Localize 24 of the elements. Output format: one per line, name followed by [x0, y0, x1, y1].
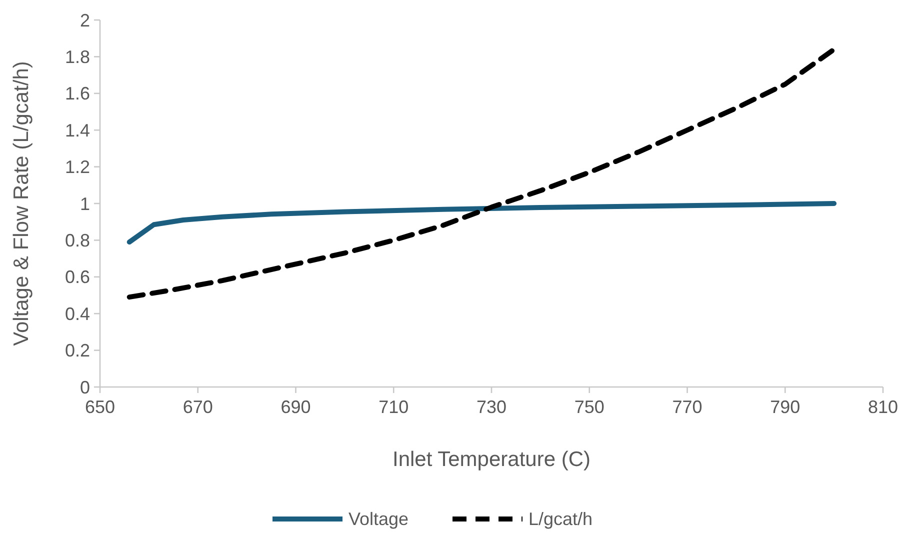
legend-label: L/gcat/h — [528, 509, 593, 529]
y-axis-title: Voltage & Flow Rate (L/gcat/h) — [10, 61, 33, 346]
y-tick-label: 0.6 — [64, 267, 90, 288]
y-tick-label: 1.4 — [64, 120, 90, 140]
x-tick-label: 770 — [672, 397, 702, 417]
y-tick-label: 0.2 — [64, 340, 90, 361]
x-tick-label: 710 — [378, 397, 409, 417]
y-tick-label: 0.8 — [64, 230, 90, 250]
x-tick-label: 690 — [280, 397, 311, 417]
y-tick-label: 1.8 — [64, 47, 90, 67]
y-tick-label: 1 — [80, 194, 90, 214]
legend-label: Voltage — [348, 509, 409, 529]
y-tick-label: 1.2 — [64, 157, 90, 178]
y-tick-label: 1.6 — [64, 84, 90, 104]
x-tick-label: 790 — [770, 397, 800, 417]
y-tick-label: 2 — [80, 10, 90, 30]
x-tick-label: 730 — [476, 397, 507, 417]
y-tick-label: 0 — [80, 377, 90, 398]
x-tick-label: 810 — [868, 397, 898, 417]
x-tick-label: 650 — [84, 397, 116, 417]
x-tick-label: 670 — [182, 397, 213, 417]
y-tick-label: 0.4 — [64, 304, 90, 324]
x-tick-label: 750 — [574, 397, 604, 417]
x-axis-title: Inlet Temperature (C) — [392, 448, 591, 471]
